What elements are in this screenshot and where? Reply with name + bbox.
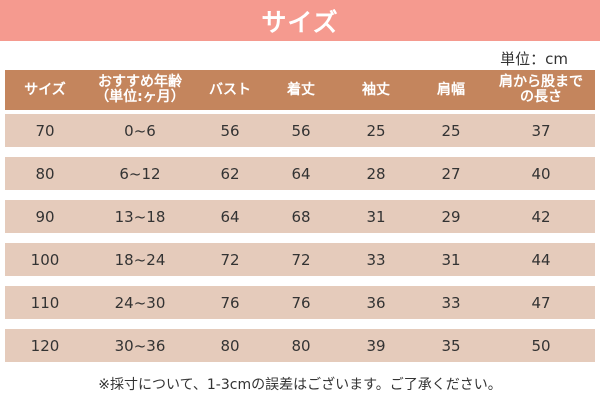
cell-shoulder: 25 bbox=[441, 121, 461, 140]
cell-shoulder-to-crotch: 44 bbox=[531, 250, 551, 269]
cell-sleeve: 28 bbox=[366, 164, 386, 183]
header-sleeve: 袖丈 bbox=[337, 81, 415, 98]
header-shoulder-line1: 肩幅 bbox=[437, 81, 465, 98]
cell-shoulder: 31 bbox=[441, 250, 461, 269]
cell-length: 80 bbox=[291, 336, 311, 355]
header-size: サイズ bbox=[5, 81, 85, 98]
table-row: 100 18~24 72 72 33 31 44 bbox=[5, 243, 595, 276]
cell-shoulder-to-crotch: 37 bbox=[531, 121, 551, 140]
header-sleeve-line1: 袖丈 bbox=[362, 81, 390, 98]
header-shoulder-to-crotch: 肩から股まで の長さ bbox=[487, 75, 595, 105]
table-row: 70 0~6 56 56 25 25 37 bbox=[5, 114, 595, 147]
cell-sleeve: 25 bbox=[366, 121, 386, 140]
header-crotch-line1: 肩から股まで bbox=[499, 74, 583, 90]
table-row: 80 6~12 62 64 28 27 40 bbox=[5, 157, 595, 190]
cell-shoulder: 35 bbox=[441, 336, 461, 355]
cell-size: 70 bbox=[35, 121, 55, 140]
cell-bust: 76 bbox=[220, 293, 240, 312]
cell-shoulder: 27 bbox=[441, 164, 461, 183]
cell-length: 56 bbox=[291, 121, 311, 140]
cell-age: 0~6 bbox=[124, 121, 156, 140]
cell-age: 30~36 bbox=[114, 336, 166, 355]
cell-age: 24~30 bbox=[114, 293, 166, 312]
cell-sleeve: 33 bbox=[366, 250, 386, 269]
title-banner: サイズ bbox=[0, 0, 600, 41]
cell-bust: 80 bbox=[220, 336, 240, 355]
header-age-line1: おすすめ年齢 bbox=[98, 74, 182, 90]
cell-shoulder: 29 bbox=[441, 207, 461, 226]
cell-sleeve: 39 bbox=[366, 336, 386, 355]
cell-age: 6~12 bbox=[119, 164, 161, 183]
cell-size: 120 bbox=[30, 336, 60, 355]
header-size-line1: サイズ bbox=[24, 81, 66, 98]
cell-size: 90 bbox=[35, 207, 55, 226]
cell-shoulder-to-crotch: 42 bbox=[531, 207, 551, 226]
cell-size: 80 bbox=[35, 164, 55, 183]
page-title: サイズ bbox=[261, 7, 339, 37]
header-bust: バスト bbox=[195, 81, 265, 98]
table-row: 110 24~30 76 76 36 33 47 bbox=[5, 286, 595, 319]
cell-sleeve: 36 bbox=[366, 293, 386, 312]
header-recommended-age: おすすめ年齢 （単位:ヶ月） bbox=[85, 75, 195, 105]
cell-length: 76 bbox=[291, 293, 311, 312]
cell-shoulder: 33 bbox=[441, 293, 461, 312]
header-length-line1: 着丈 bbox=[287, 81, 315, 98]
table-header-row: サイズ おすすめ年齢 （単位:ヶ月） バスト 着丈 袖丈 肩幅 肩から股まで の… bbox=[5, 70, 595, 110]
measurement-note: ※採寸について、1-3cmの誤差はございます。ご了承ください。 bbox=[98, 377, 502, 393]
header-crotch-line2: の長さ bbox=[520, 89, 562, 105]
cell-length: 64 bbox=[291, 164, 311, 183]
cell-size: 100 bbox=[30, 250, 60, 269]
cell-age: 13~18 bbox=[114, 207, 166, 226]
cell-length: 68 bbox=[291, 207, 311, 226]
cell-bust: 64 bbox=[220, 207, 240, 226]
table-row: 120 30~36 80 80 39 35 50 bbox=[5, 329, 595, 362]
cell-bust: 62 bbox=[220, 164, 240, 183]
cell-shoulder-to-crotch: 40 bbox=[531, 164, 551, 183]
cell-shoulder-to-crotch: 50 bbox=[531, 336, 551, 355]
header-shoulder: 肩幅 bbox=[415, 81, 487, 98]
cell-sleeve: 31 bbox=[366, 207, 386, 226]
cell-size: 110 bbox=[30, 293, 60, 312]
cell-age: 18~24 bbox=[114, 250, 166, 269]
cell-bust: 72 bbox=[220, 250, 240, 269]
cell-length: 72 bbox=[291, 250, 311, 269]
table-row: 90 13~18 64 68 31 29 42 bbox=[5, 200, 595, 233]
cell-bust: 56 bbox=[220, 121, 240, 140]
cell-shoulder-to-crotch: 47 bbox=[531, 293, 551, 312]
header-age-line2: （単位:ヶ月） bbox=[95, 89, 185, 105]
header-bust-line1: バスト bbox=[209, 81, 251, 98]
header-length: 着丈 bbox=[265, 81, 337, 98]
unit-label: 単位：cm bbox=[500, 50, 568, 68]
